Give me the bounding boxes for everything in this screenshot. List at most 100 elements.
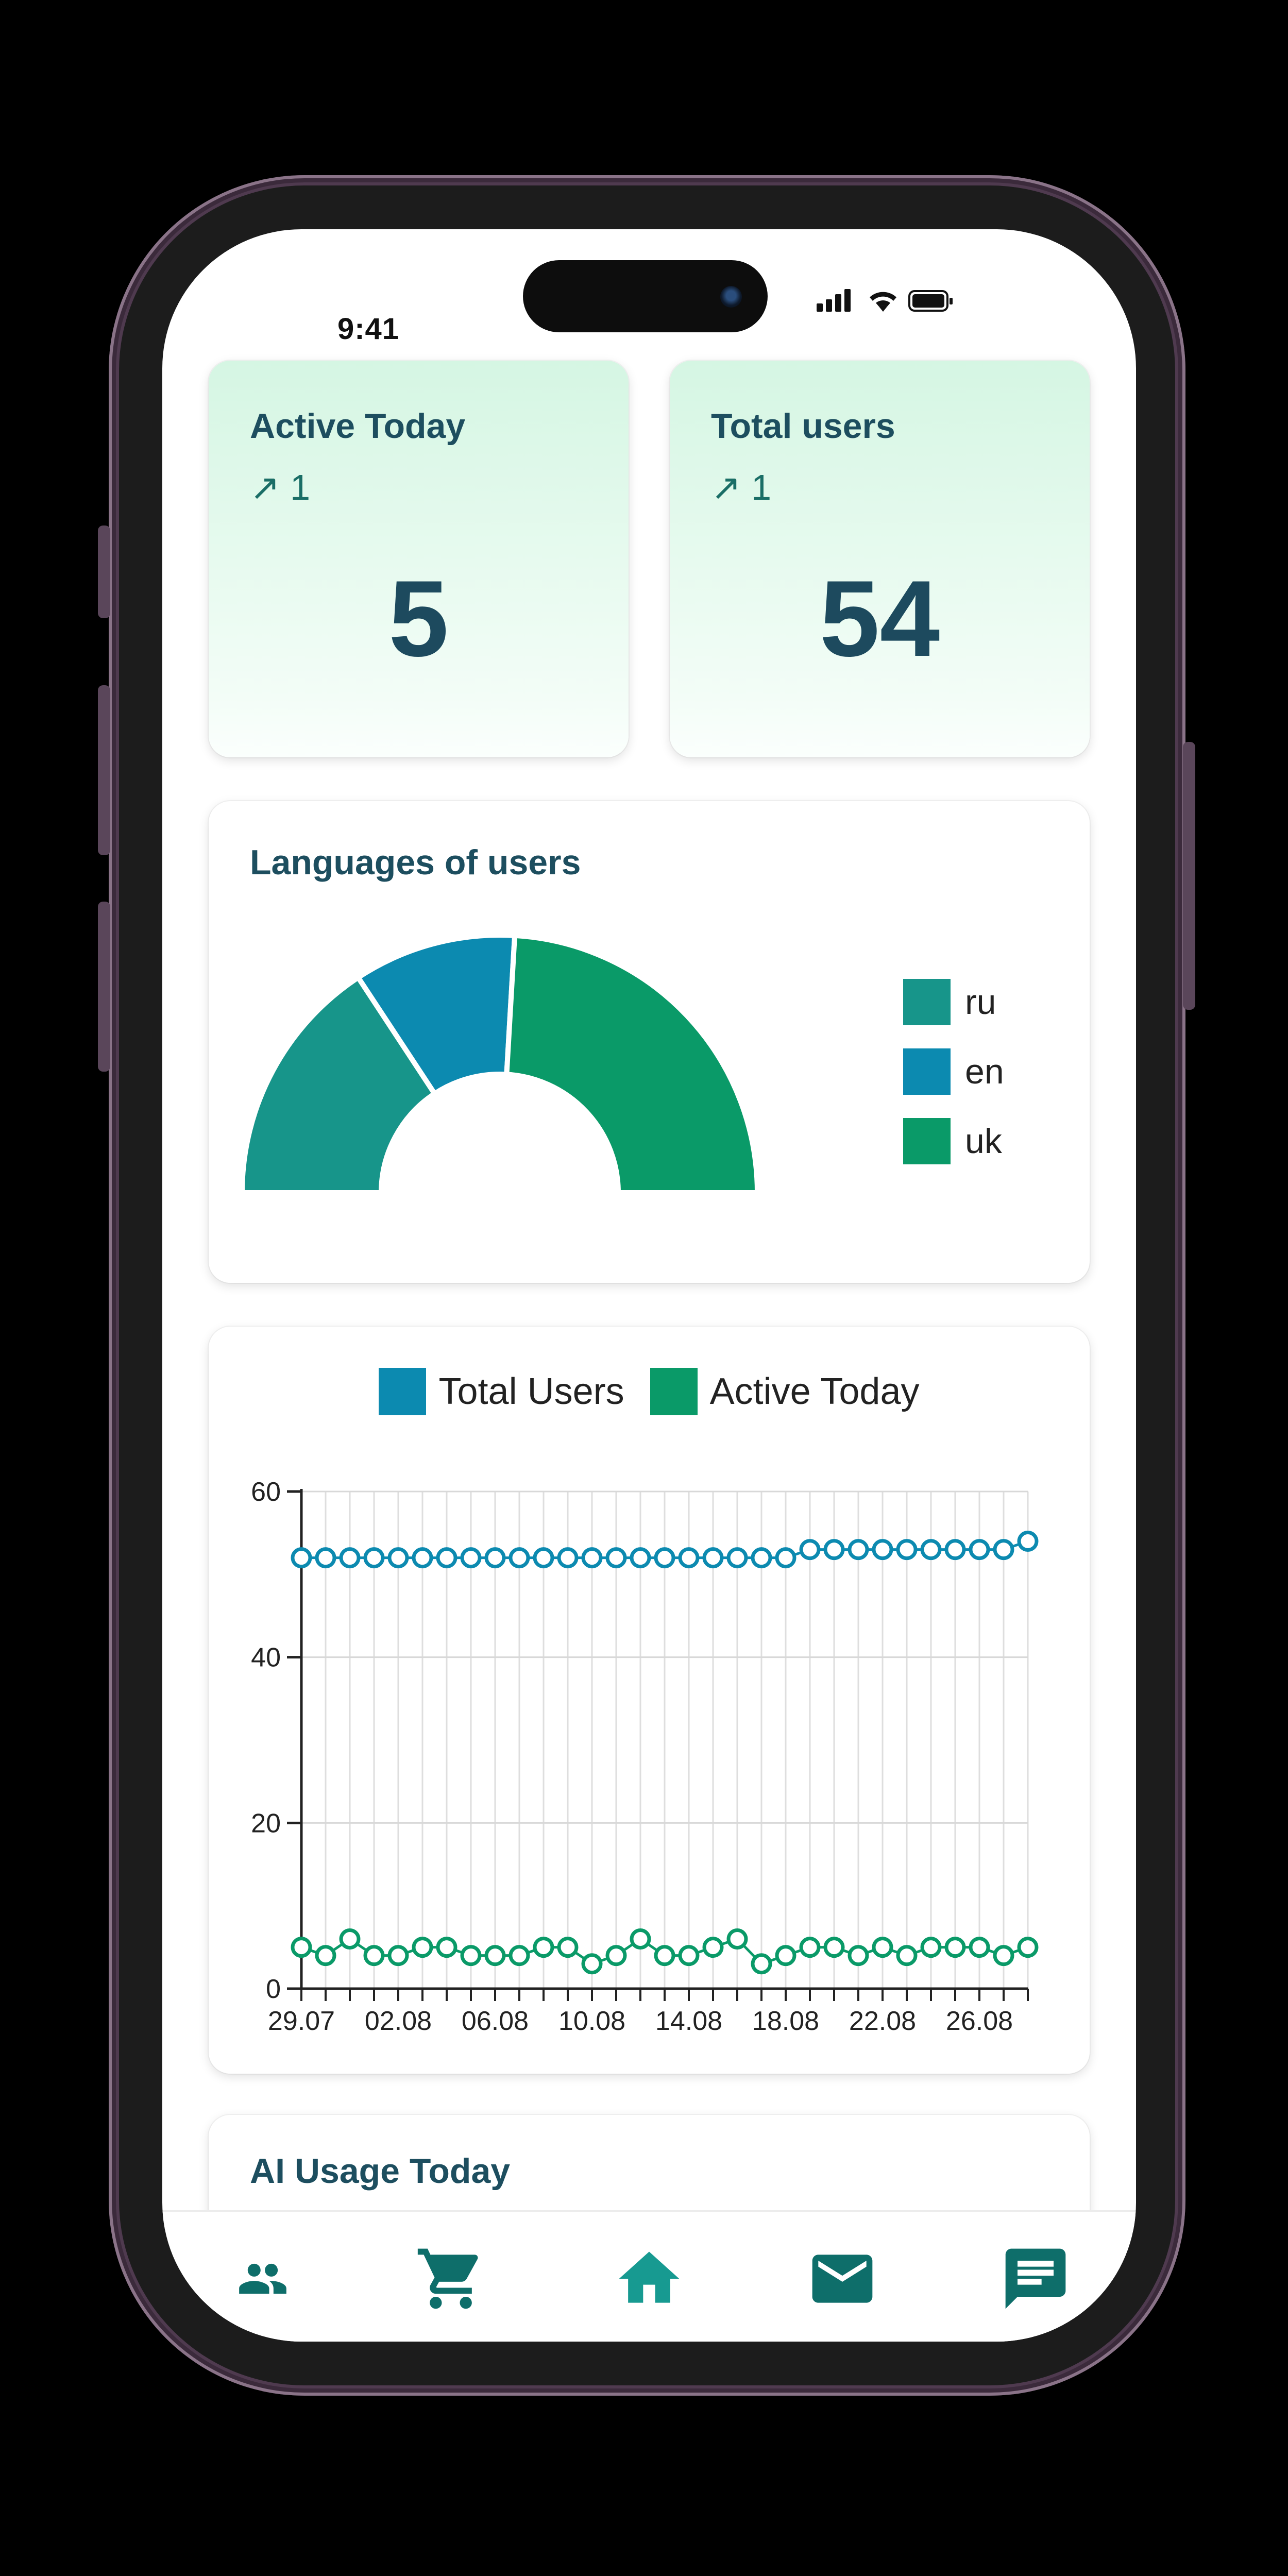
data-point[interactable] (412, 1547, 433, 1569)
card-title: Languages of users (250, 843, 581, 882)
legend-item-uk[interactable]: uk (903, 1118, 1002, 1164)
data-point[interactable] (436, 1547, 457, 1569)
legend-swatch (650, 1368, 698, 1415)
data-point[interactable] (363, 1945, 385, 1967)
data-point[interactable] (291, 1937, 312, 1958)
data-point[interactable] (775, 1547, 796, 1569)
nav-shop[interactable] (412, 2240, 489, 2317)
legend-item-en[interactable]: en (903, 1048, 1004, 1095)
data-point[interactable] (993, 1539, 1014, 1561)
languages-legend: ru en uk (903, 979, 1068, 1185)
data-point[interactable] (1017, 1531, 1039, 1552)
data-point[interactable] (484, 1547, 506, 1569)
data-point[interactable] (969, 1937, 990, 1958)
data-point[interactable] (315, 1945, 336, 1967)
legend-item-total-users[interactable]: Total Users (379, 1368, 624, 1415)
legend-item-ru[interactable]: ru (903, 979, 996, 1025)
data-point[interactable] (1017, 1937, 1039, 1958)
data-point[interactable] (460, 1547, 482, 1569)
series-active-today (291, 1928, 1039, 1975)
card-title: AI Usage Today (250, 2151, 511, 2191)
data-point[interactable] (702, 1937, 724, 1958)
donut-slice-en[interactable] (354, 933, 518, 1097)
donut-slice-uk[interactable] (504, 933, 760, 1195)
data-point[interactable] (460, 1945, 482, 1967)
data-point[interactable] (533, 1937, 554, 1958)
data-point[interactable] (363, 1547, 385, 1569)
data-point[interactable] (581, 1547, 603, 1569)
data-point[interactable] (412, 1937, 433, 1958)
data-point[interactable] (969, 1539, 990, 1561)
data-point[interactable] (436, 1937, 457, 1958)
data-point[interactable] (848, 1539, 869, 1561)
data-point[interactable] (920, 1539, 942, 1561)
data-point[interactable] (509, 1945, 530, 1967)
line-chart-legend: Total Users Active Today (209, 1368, 1090, 1415)
data-point[interactable] (339, 1928, 361, 1950)
nav-messages[interactable] (804, 2240, 881, 2317)
data-point[interactable] (848, 1945, 869, 1967)
data-point[interactable] (872, 1539, 893, 1561)
data-point[interactable] (484, 1945, 506, 1967)
series-total-users (291, 1531, 1039, 1569)
data-point[interactable] (533, 1547, 554, 1569)
data-point[interactable] (605, 1945, 627, 1967)
data-point[interactable] (557, 1547, 579, 1569)
data-point[interactable] (581, 1953, 603, 1975)
nav-chat[interactable] (997, 2240, 1074, 2317)
mail-icon (812, 2255, 873, 2303)
x-tick-label: 02.08 (365, 2006, 432, 2036)
data-point[interactable] (872, 1937, 893, 1958)
x-tick-label: 26.08 (946, 2006, 1013, 2036)
data-point[interactable] (557, 1937, 579, 1958)
data-point[interactable] (944, 1539, 966, 1561)
data-point[interactable] (291, 1547, 312, 1569)
legend-item-active-today[interactable]: Active Today (650, 1368, 920, 1415)
data-point[interactable] (509, 1547, 530, 1569)
data-point[interactable] (896, 1539, 918, 1561)
users-line-chart-card: Total Users Active Today 0 20 40 60 29.07 02.… (209, 1327, 1090, 2074)
legend-swatch (903, 979, 951, 1025)
dynamic-island (523, 260, 768, 332)
donut-slice-ru[interactable] (239, 974, 438, 1195)
data-point[interactable] (799, 1539, 821, 1561)
data-point[interactable] (799, 1937, 821, 1958)
stat-value: 5 (388, 558, 449, 679)
legend-label: uk (965, 1122, 1002, 1161)
data-point[interactable] (630, 1547, 651, 1569)
languages-donut-chart (239, 933, 760, 1195)
nav-home[interactable] (611, 2240, 688, 2317)
data-point[interactable] (944, 1937, 966, 1958)
data-point[interactable] (654, 1945, 675, 1967)
data-point[interactable] (993, 1945, 1014, 1967)
data-point[interactable] (387, 1945, 409, 1967)
data-point[interactable] (751, 1547, 772, 1569)
home-icon (619, 2251, 680, 2303)
data-point[interactable] (678, 1945, 700, 1967)
data-point[interactable] (751, 1953, 772, 1975)
y-tick-label: 40 (251, 1643, 281, 1673)
total-users-card: Total users ↗ 1 54 (670, 361, 1090, 757)
data-point[interactable] (387, 1547, 409, 1569)
data-point[interactable] (726, 1928, 748, 1950)
data-point[interactable] (654, 1547, 675, 1569)
languages-card: Languages of users ru en uk (209, 801, 1090, 1283)
data-point[interactable] (678, 1547, 700, 1569)
data-point[interactable] (605, 1547, 627, 1569)
data-point[interactable] (775, 1945, 796, 1967)
status-icons (817, 289, 953, 312)
data-point[interactable] (823, 1937, 845, 1958)
data-point[interactable] (339, 1547, 361, 1569)
trend-indicator: ↗ 1 (711, 467, 772, 507)
side-button-power (1183, 742, 1195, 1010)
data-point[interactable] (315, 1547, 336, 1569)
data-point[interactable] (726, 1547, 748, 1569)
stat-value: 54 (819, 558, 940, 679)
data-point[interactable] (823, 1539, 845, 1561)
data-point[interactable] (920, 1937, 942, 1958)
nav-users[interactable] (224, 2240, 301, 2317)
data-point[interactable] (896, 1945, 918, 1967)
data-point[interactable] (630, 1928, 651, 1950)
users-line-chart: 0 20 40 60 29.07 02.08 06.08 10.08 14.08 18.08 22.… (251, 1477, 1039, 2036)
data-point[interactable] (702, 1547, 724, 1569)
